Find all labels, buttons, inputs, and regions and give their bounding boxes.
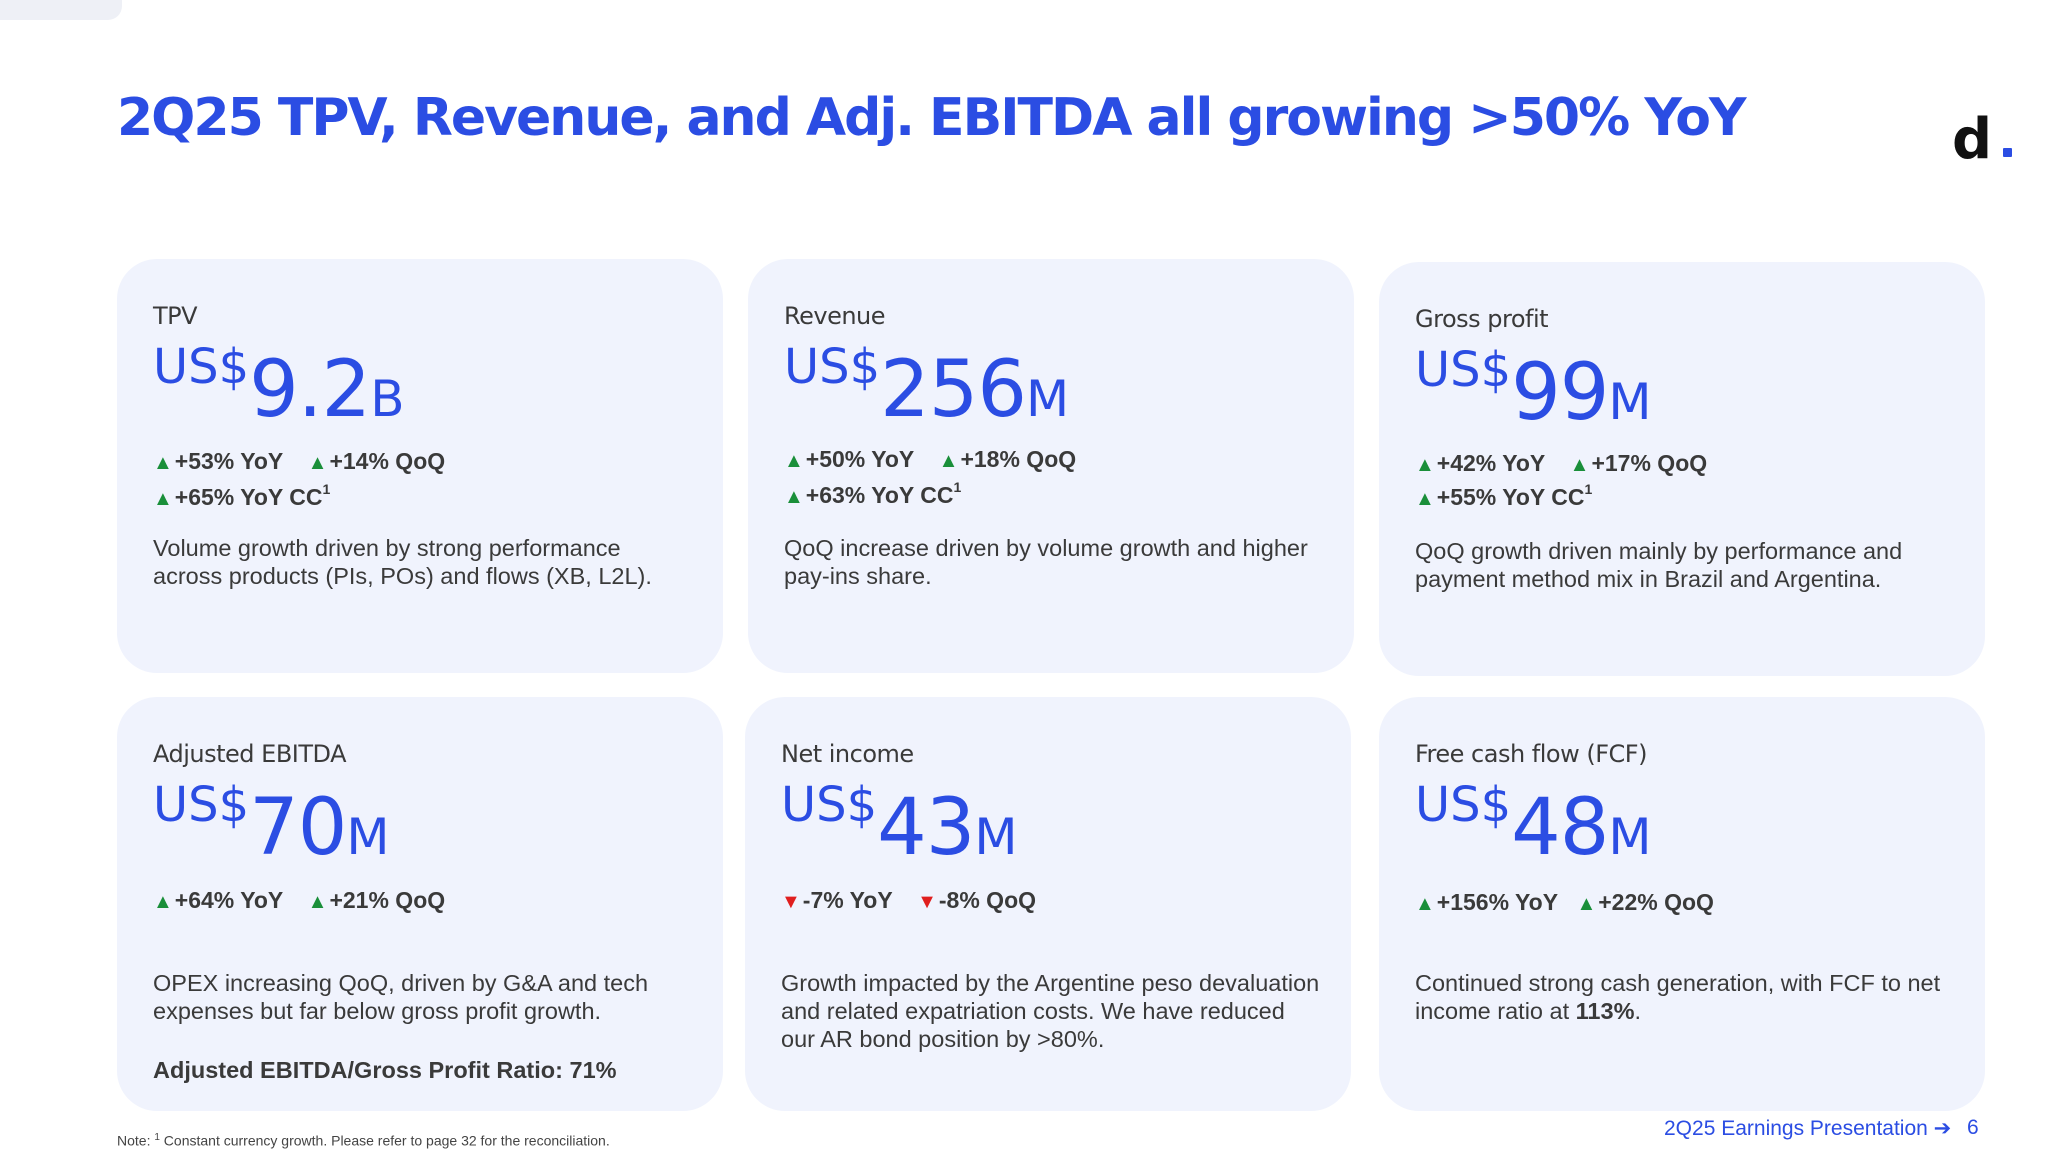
value-unit: M xyxy=(1608,373,1652,431)
value-number: 9.2 xyxy=(249,345,371,435)
currency: US$ xyxy=(153,339,250,395)
growth-metric: ▼-7% YoY xyxy=(781,887,893,913)
currency: US$ xyxy=(784,339,881,395)
growth-metric: ▲+65% YoY CC1 xyxy=(153,481,331,510)
card-value: US$43M xyxy=(781,781,1018,867)
card-value: US$48M xyxy=(1415,781,1652,867)
earnings-presentation-link[interactable]: 2Q25 Earnings Presentation ➔ xyxy=(1664,1117,1952,1140)
card-label: Free cash flow (FCF) xyxy=(1415,740,1647,768)
card-description: Growth impacted by the Argentine peso de… xyxy=(781,970,1320,1052)
value-unit: M xyxy=(974,808,1018,866)
page-number: 6 xyxy=(1967,1116,1979,1139)
up-arrow-icon: ▲ xyxy=(307,452,328,474)
kpi-card-revenue: Revenue US$256M ▲+50% YoY ▲+18% QoQ ▲+63… xyxy=(748,259,1354,673)
card-value: US$70M xyxy=(153,781,390,867)
footnote: Note: 1 Constant currency growth. Please… xyxy=(117,1132,610,1149)
growth-metric: ▲+156% YoY xyxy=(1415,889,1559,915)
value-number: 99 xyxy=(1511,348,1609,438)
growth-metric: ▲+21% QoQ xyxy=(307,887,446,913)
growth-row: ▲+64% YoY ▲+21% QoQ xyxy=(153,887,463,914)
up-arrow-icon: ▲ xyxy=(784,485,804,508)
value-unit: M xyxy=(1026,370,1070,428)
up-arrow-icon: ▲ xyxy=(153,487,173,510)
kpi-card-net-income: Net income US$43M ▼-7% YoY ▼-8% QoQ Grow… xyxy=(745,697,1351,1111)
card-value: US$99M xyxy=(1415,346,1652,432)
growth-metric: ▲+14% QoQ xyxy=(307,448,446,474)
value-unit: M xyxy=(346,808,390,866)
growth-metric: ▲+18% QoQ xyxy=(938,446,1077,472)
value-unit: M xyxy=(1608,808,1652,866)
growth-metric: ▲+53% YoY xyxy=(153,448,284,474)
up-arrow-icon: ▲ xyxy=(784,450,804,472)
card-label: Net income xyxy=(781,740,914,768)
up-arrow-icon: ▲ xyxy=(1415,487,1435,510)
growth-metric: ▲+63% YoY CC1 xyxy=(784,479,962,508)
up-arrow-icon: ▲ xyxy=(1415,454,1435,476)
value-unit: B xyxy=(370,370,405,428)
growth-row: ▲+63% YoY CC1 xyxy=(784,479,979,509)
value-number: 256 xyxy=(880,345,1027,435)
card-value: US$256M xyxy=(784,343,1069,429)
logo-dot-icon xyxy=(2003,148,2012,157)
card-description: Continued strong cash generation, with F… xyxy=(1415,970,1941,1024)
card-label: Gross profit xyxy=(1415,305,1549,333)
up-arrow-icon: ▲ xyxy=(153,452,173,474)
up-arrow-icon: ▲ xyxy=(938,450,959,472)
card-description: QoQ growth driven mainly by performance … xyxy=(1415,538,1903,592)
growth-metric: ▲+17% QoQ xyxy=(1569,450,1708,476)
up-arrow-icon: ▲ xyxy=(1576,893,1597,915)
kpi-card-adjusted-ebitda: Adjusted EBITDA US$70M ▲+64% YoY ▲+21% Q… xyxy=(117,697,723,1111)
growth-metric: ▲+22% QoQ xyxy=(1576,889,1714,915)
up-arrow-icon: ▲ xyxy=(307,891,328,913)
up-arrow-icon: ▲ xyxy=(1569,454,1590,476)
up-arrow-icon: ▲ xyxy=(153,891,173,913)
growth-row: ▲+55% YoY CC1 xyxy=(1415,481,1610,511)
company-logo: d xyxy=(1952,107,1993,172)
growth-metric: ▲+50% YoY xyxy=(784,446,915,472)
page-title: 2Q25 TPV, Revenue, and Adj. EBITDA all g… xyxy=(117,88,1747,148)
down-arrow-icon: ▼ xyxy=(917,891,937,913)
growth-row: ▲+42% YoY ▲+17% QoQ xyxy=(1415,450,1725,477)
card-description: OPEX increasing QoQ, driven by G&A and t… xyxy=(153,970,649,1024)
down-arrow-icon: ▼ xyxy=(781,891,801,913)
value-number: 48 xyxy=(1511,783,1609,873)
growth-metric: ▲+55% YoY CC1 xyxy=(1415,481,1593,510)
growth-row: ▲+65% YoY CC1 xyxy=(153,481,348,511)
kpi-card-tpv: TPV US$9.2B ▲+53% YoY ▲+14% QoQ ▲+65% Yo… xyxy=(117,259,723,673)
card-description: QoQ increase driven by volume growth and… xyxy=(784,535,1308,589)
currency: US$ xyxy=(153,777,250,833)
growth-row: ▲+53% YoY ▲+14% QoQ xyxy=(153,448,463,475)
currency: US$ xyxy=(781,777,878,833)
ebitda-ratio: Adjusted EBITDA/Gross Profit Ratio: 71% xyxy=(153,1057,617,1083)
card-label: TPV xyxy=(153,302,198,330)
growth-metric: ▼-8% QoQ xyxy=(917,887,1037,913)
up-arrow-icon: ▲ xyxy=(1415,893,1435,915)
growth-row: ▼-7% YoY ▼-8% QoQ xyxy=(781,887,1054,914)
card-description: Volume growth driven by strong performan… xyxy=(153,535,652,589)
currency: US$ xyxy=(1415,777,1512,833)
card-label: Revenue xyxy=(784,302,886,330)
card-value: US$9.2B xyxy=(153,343,405,429)
kpi-card-gross-profit: Gross profit US$99M ▲+42% YoY ▲+17% QoQ … xyxy=(1379,262,1985,676)
kpi-card-free-cash-flow: Free cash flow (FCF) US$48M ▲+156% YoY ▲… xyxy=(1379,697,1985,1111)
growth-row: ▲+50% YoY ▲+18% QoQ xyxy=(784,446,1094,473)
currency: US$ xyxy=(1415,342,1512,398)
growth-metric: ▲+42% YoY xyxy=(1415,450,1546,476)
card-label: Adjusted EBITDA xyxy=(153,740,347,768)
value-number: 70 xyxy=(249,783,347,873)
value-number: 43 xyxy=(877,783,975,873)
growth-row: ▲+156% YoY ▲+22% QoQ xyxy=(1415,889,1732,916)
corner-tab xyxy=(0,0,122,20)
growth-metric: ▲+64% YoY xyxy=(153,887,284,913)
